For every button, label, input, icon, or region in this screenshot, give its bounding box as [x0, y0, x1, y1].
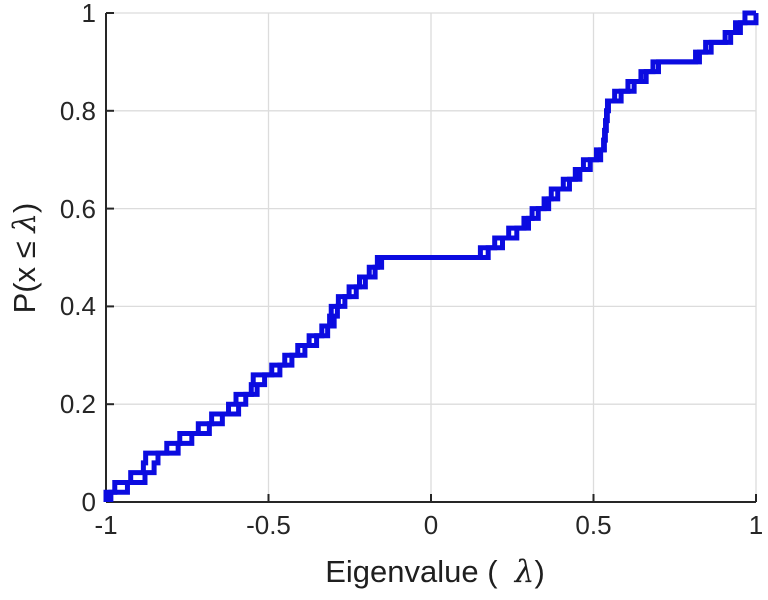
y-tick-label-0.4: 0.4 — [59, 291, 96, 322]
ecdf-curves — [103, 10, 759, 502]
gridlines — [106, 12, 757, 502]
y-tick-label-0: 0 — [81, 487, 96, 517]
x-tick-label-1: 1 — [748, 510, 764, 540]
y-tick-label-0.6: 0.6 — [59, 193, 96, 224]
y-tick-label-0.2: 0.2 — [59, 389, 96, 420]
x-axis-label: Eigenvalue ( λ) — [325, 554, 545, 590]
ecdf-curve-eigenvalue-ecdf-primary — [103, 10, 756, 502]
x-tick-label-0.5: 0.5 — [575, 510, 612, 540]
y-tick-label-1: 1 — [81, 0, 96, 28]
y-tick-label-0.8: 0.8 — [59, 95, 96, 126]
y-axis-label: P(x ≤ λ) — [7, 202, 43, 314]
x-tick-label-0: 0 — [423, 510, 439, 540]
x-tick-label--0.5: -0.5 — [246, 510, 291, 540]
x-tick-label--1: -1 — [94, 510, 118, 540]
